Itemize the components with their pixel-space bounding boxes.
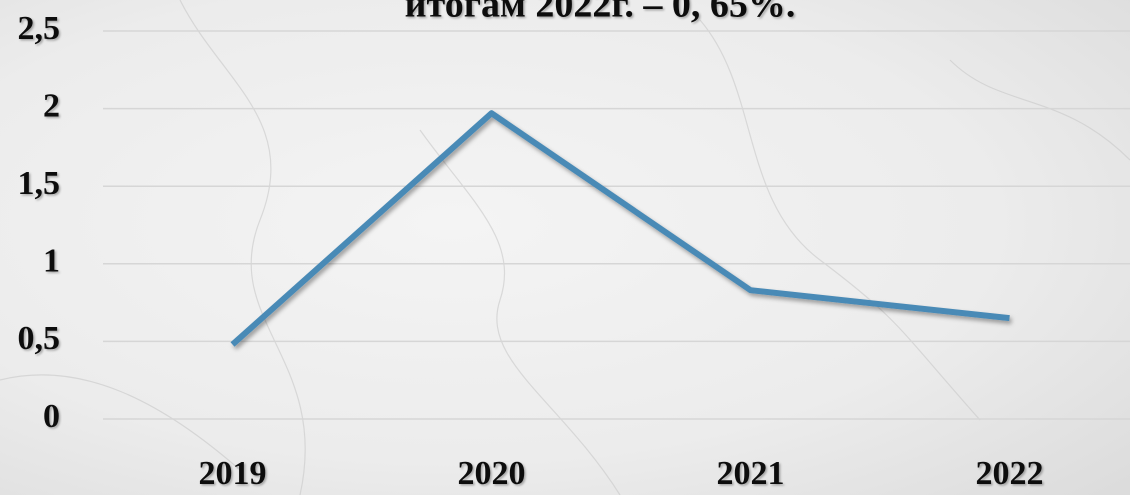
x-tick-label: 2020 bbox=[458, 455, 526, 492]
line bbox=[230, 110, 1010, 347]
y-tick-label: 1 bbox=[43, 243, 60, 280]
x-tick-label: 2022 bbox=[976, 455, 1044, 492]
x-tick-label: 2019 bbox=[199, 455, 267, 492]
y-tick-label: 2 bbox=[43, 87, 60, 124]
y-tick-label: 1,5 bbox=[18, 165, 61, 202]
y-tick-label: 2,5 bbox=[18, 10, 61, 47]
y-tick-label: 0 bbox=[43, 398, 60, 435]
chart-title: итогам 2022г. – 0, 65%. bbox=[405, 0, 796, 26]
y-tick-label: 0,5 bbox=[18, 320, 61, 357]
x-tick-label: 2021 bbox=[717, 455, 785, 492]
